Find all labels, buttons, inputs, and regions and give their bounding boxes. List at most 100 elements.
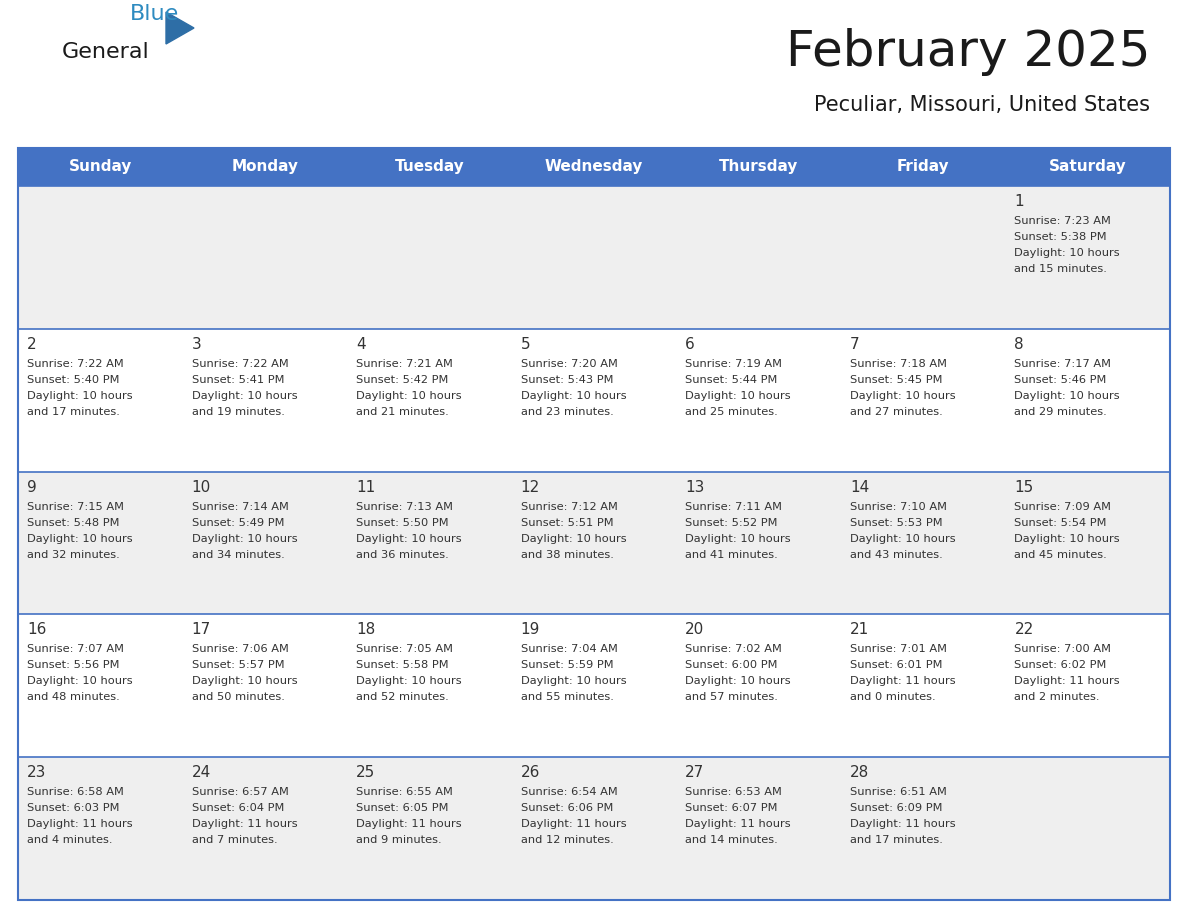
Text: Sunset: 5:40 PM: Sunset: 5:40 PM — [27, 375, 120, 385]
Text: Sunset: 5:49 PM: Sunset: 5:49 PM — [191, 518, 284, 528]
Text: 11: 11 — [356, 479, 375, 495]
Text: Friday: Friday — [897, 160, 949, 174]
Text: and 29 minutes.: and 29 minutes. — [1015, 407, 1107, 417]
Text: 24: 24 — [191, 766, 210, 780]
Text: Sunset: 5:52 PM: Sunset: 5:52 PM — [685, 518, 778, 528]
Text: Sunrise: 7:13 AM: Sunrise: 7:13 AM — [356, 501, 453, 511]
Text: Sunrise: 7:14 AM: Sunrise: 7:14 AM — [191, 501, 289, 511]
Text: Daylight: 10 hours: Daylight: 10 hours — [685, 677, 791, 687]
Text: Sunset: 5:48 PM: Sunset: 5:48 PM — [27, 518, 120, 528]
Text: Sunrise: 6:53 AM: Sunrise: 6:53 AM — [685, 788, 782, 797]
Text: and 50 minutes.: and 50 minutes. — [191, 692, 284, 702]
Text: Daylight: 10 hours: Daylight: 10 hours — [520, 533, 626, 543]
Text: 28: 28 — [849, 766, 870, 780]
Text: Sunset: 5:59 PM: Sunset: 5:59 PM — [520, 660, 613, 670]
Text: Tuesday: Tuesday — [394, 160, 465, 174]
Text: Sunrise: 7:12 AM: Sunrise: 7:12 AM — [520, 501, 618, 511]
Text: Daylight: 10 hours: Daylight: 10 hours — [356, 391, 462, 401]
Text: 18: 18 — [356, 622, 375, 637]
Text: Saturday: Saturday — [1049, 160, 1126, 174]
Text: Daylight: 11 hours: Daylight: 11 hours — [685, 819, 791, 829]
Text: Daylight: 10 hours: Daylight: 10 hours — [27, 391, 133, 401]
Text: Sunset: 6:03 PM: Sunset: 6:03 PM — [27, 803, 120, 813]
Text: Sunset: 5:42 PM: Sunset: 5:42 PM — [356, 375, 449, 385]
Text: Sunrise: 7:22 AM: Sunrise: 7:22 AM — [191, 359, 289, 369]
Text: Sunset: 5:56 PM: Sunset: 5:56 PM — [27, 660, 120, 670]
Text: 4: 4 — [356, 337, 366, 352]
Text: and 21 minutes.: and 21 minutes. — [356, 407, 449, 417]
Text: and 7 minutes.: and 7 minutes. — [191, 835, 277, 845]
Text: and 12 minutes.: and 12 minutes. — [520, 835, 613, 845]
Text: Sunrise: 7:02 AM: Sunrise: 7:02 AM — [685, 644, 782, 655]
Text: Sunset: 5:50 PM: Sunset: 5:50 PM — [356, 518, 449, 528]
Text: Sunset: 5:51 PM: Sunset: 5:51 PM — [520, 518, 613, 528]
Text: 27: 27 — [685, 766, 704, 780]
Text: Daylight: 10 hours: Daylight: 10 hours — [356, 677, 462, 687]
Bar — [18, 186, 1170, 329]
Text: February 2025: February 2025 — [785, 28, 1150, 76]
Text: and 34 minutes.: and 34 minutes. — [191, 550, 284, 560]
Text: Sunrise: 7:20 AM: Sunrise: 7:20 AM — [520, 359, 618, 369]
Text: Daylight: 10 hours: Daylight: 10 hours — [27, 533, 133, 543]
Text: 15: 15 — [1015, 479, 1034, 495]
Text: 19: 19 — [520, 622, 541, 637]
Text: 22: 22 — [1015, 622, 1034, 637]
Text: and 4 minutes.: and 4 minutes. — [27, 835, 113, 845]
Text: Daylight: 11 hours: Daylight: 11 hours — [849, 819, 955, 829]
Text: Sunrise: 6:58 AM: Sunrise: 6:58 AM — [27, 788, 124, 797]
Text: 20: 20 — [685, 622, 704, 637]
Text: Sunset: 5:43 PM: Sunset: 5:43 PM — [520, 375, 613, 385]
Bar — [18, 148, 1170, 186]
Text: Thursday: Thursday — [719, 160, 798, 174]
Text: and 48 minutes.: and 48 minutes. — [27, 692, 120, 702]
Text: 5: 5 — [520, 337, 530, 352]
Text: Daylight: 11 hours: Daylight: 11 hours — [849, 677, 955, 687]
Text: Sunset: 6:02 PM: Sunset: 6:02 PM — [1015, 660, 1107, 670]
Text: and 2 minutes.: and 2 minutes. — [1015, 692, 1100, 702]
Text: Sunset: 5:45 PM: Sunset: 5:45 PM — [849, 375, 942, 385]
Text: General: General — [62, 42, 150, 62]
Text: Sunrise: 7:00 AM: Sunrise: 7:00 AM — [1015, 644, 1112, 655]
Text: Sunrise: 7:15 AM: Sunrise: 7:15 AM — [27, 501, 124, 511]
Text: Sunrise: 7:04 AM: Sunrise: 7:04 AM — [520, 644, 618, 655]
Text: Sunset: 6:04 PM: Sunset: 6:04 PM — [191, 803, 284, 813]
Text: Sunrise: 7:17 AM: Sunrise: 7:17 AM — [1015, 359, 1112, 369]
Text: Daylight: 10 hours: Daylight: 10 hours — [1015, 391, 1120, 401]
Text: Sunset: 6:06 PM: Sunset: 6:06 PM — [520, 803, 613, 813]
Text: and 17 minutes.: and 17 minutes. — [849, 835, 943, 845]
Text: and 15 minutes.: and 15 minutes. — [1015, 264, 1107, 274]
Text: Daylight: 11 hours: Daylight: 11 hours — [1015, 677, 1120, 687]
Bar — [18, 472, 1170, 614]
Text: and 14 minutes.: and 14 minutes. — [685, 835, 778, 845]
Text: Sunrise: 7:23 AM: Sunrise: 7:23 AM — [1015, 216, 1111, 226]
Text: Sunday: Sunday — [69, 160, 132, 174]
Text: Daylight: 10 hours: Daylight: 10 hours — [191, 391, 297, 401]
Text: and 43 minutes.: and 43 minutes. — [849, 550, 942, 560]
Bar — [18, 329, 1170, 472]
Text: Sunrise: 7:19 AM: Sunrise: 7:19 AM — [685, 359, 782, 369]
Text: 12: 12 — [520, 479, 541, 495]
Text: 1: 1 — [1015, 194, 1024, 209]
Text: Sunrise: 6:54 AM: Sunrise: 6:54 AM — [520, 788, 618, 797]
Text: and 32 minutes.: and 32 minutes. — [27, 550, 120, 560]
Text: Sunrise: 6:57 AM: Sunrise: 6:57 AM — [191, 788, 289, 797]
Text: 25: 25 — [356, 766, 375, 780]
Text: 2: 2 — [27, 337, 37, 352]
Text: Sunset: 5:44 PM: Sunset: 5:44 PM — [685, 375, 778, 385]
Text: and 52 minutes.: and 52 minutes. — [356, 692, 449, 702]
Text: Sunset: 5:41 PM: Sunset: 5:41 PM — [191, 375, 284, 385]
Text: Daylight: 10 hours: Daylight: 10 hours — [191, 533, 297, 543]
Text: Sunrise: 7:22 AM: Sunrise: 7:22 AM — [27, 359, 124, 369]
Text: Daylight: 10 hours: Daylight: 10 hours — [685, 391, 791, 401]
Text: Sunset: 6:07 PM: Sunset: 6:07 PM — [685, 803, 778, 813]
Text: Daylight: 10 hours: Daylight: 10 hours — [1015, 533, 1120, 543]
Polygon shape — [166, 12, 194, 44]
Text: 26: 26 — [520, 766, 541, 780]
Text: 10: 10 — [191, 479, 210, 495]
Text: Sunset: 5:57 PM: Sunset: 5:57 PM — [191, 660, 284, 670]
Text: 6: 6 — [685, 337, 695, 352]
Text: Daylight: 10 hours: Daylight: 10 hours — [191, 677, 297, 687]
Text: Daylight: 10 hours: Daylight: 10 hours — [685, 533, 791, 543]
Text: and 38 minutes.: and 38 minutes. — [520, 550, 613, 560]
Text: 7: 7 — [849, 337, 859, 352]
